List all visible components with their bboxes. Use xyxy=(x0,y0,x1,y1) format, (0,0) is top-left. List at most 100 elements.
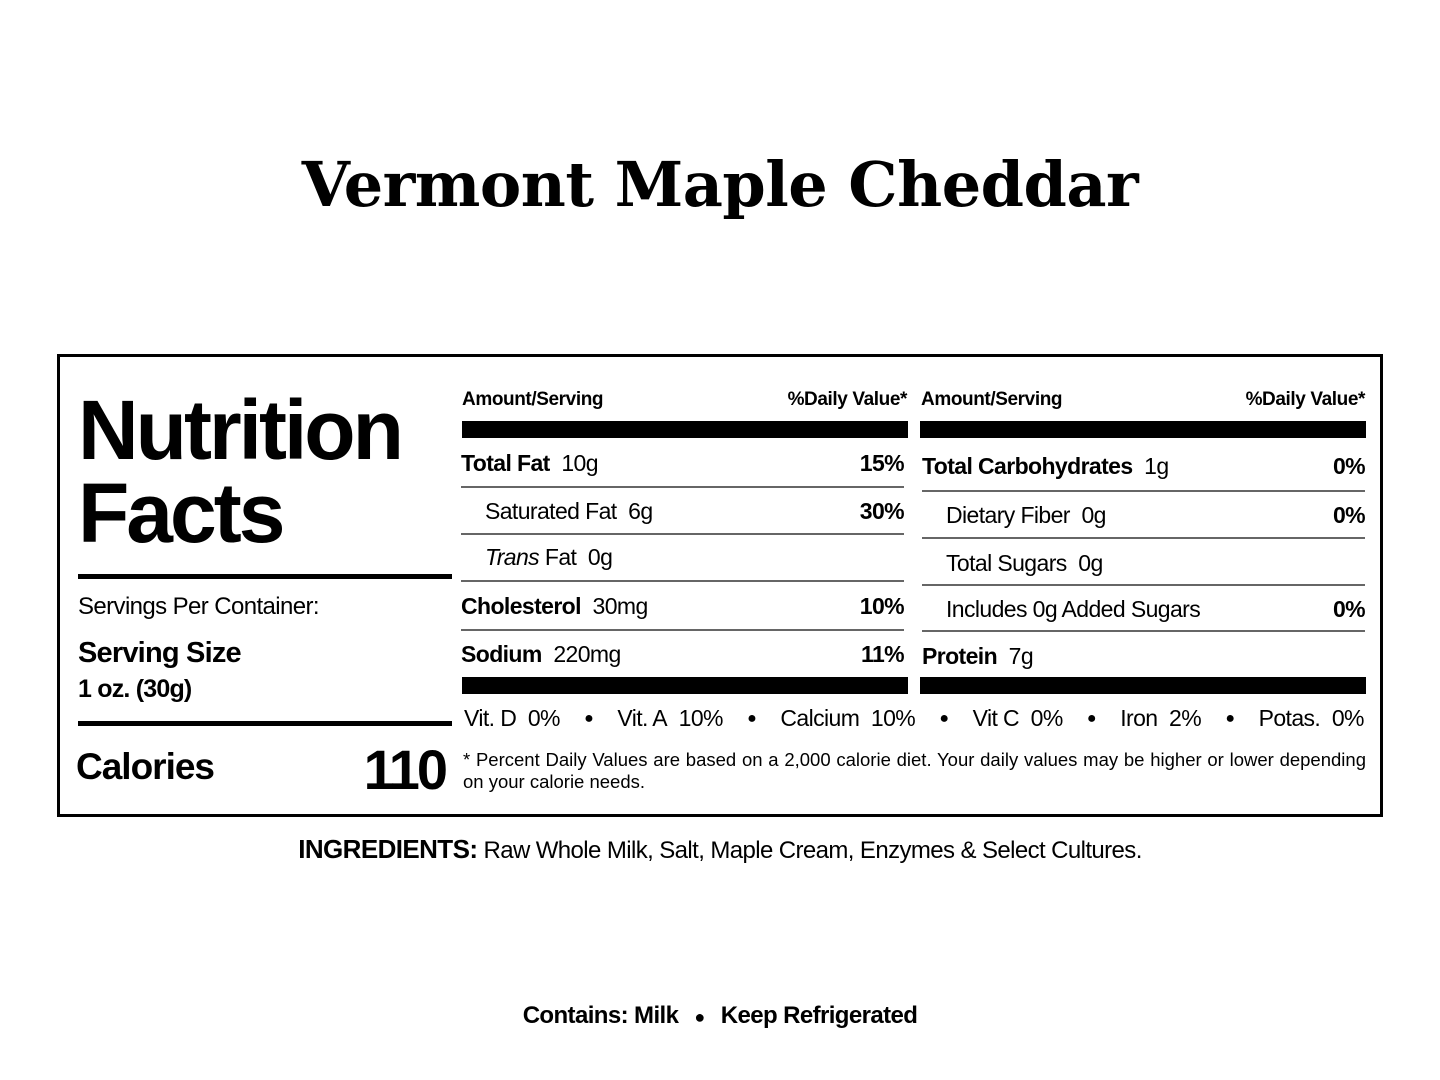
allergen: Milk xyxy=(634,1002,679,1029)
row-divider xyxy=(461,580,904,582)
nutrient-amount: 6g xyxy=(628,497,653,524)
serving-size-value: 1 oz. (30g) xyxy=(78,675,192,703)
nutrient-row: Total Fat 10g 15% xyxy=(461,448,905,478)
calories-value: 110 xyxy=(363,738,448,801)
nutrient-name-amount: Cholesterol 30mg xyxy=(461,593,648,620)
nutrient-amount: 1g xyxy=(1144,452,1169,479)
nutrient-amount: 220mg xyxy=(553,640,621,667)
footnote: * Percent Daily Values are based on a 2,… xyxy=(463,749,1366,792)
vitamin-name: Potas. xyxy=(1258,705,1321,731)
nutrient-amount: 7g xyxy=(1008,642,1034,669)
nutrient-row: Cholesterol 30mg 10% xyxy=(461,591,905,621)
row-divider xyxy=(461,533,904,535)
bullet-icon: ● xyxy=(694,1007,705,1027)
nutrient-row: Saturated Fat 6g 30% xyxy=(461,496,905,526)
nutrient-name-amount: Total Carbohydrates 1g xyxy=(922,453,1169,480)
vitamin-name: Vit C xyxy=(972,705,1020,731)
nutrient-name: Fat xyxy=(544,543,577,570)
nutrient-name-amount: Dietary Fiber 0g xyxy=(922,502,1106,529)
vitamin-item: Calcium 10% xyxy=(780,705,915,732)
nutrient-name: Sodium xyxy=(461,640,542,667)
vitamin-name: Vit. A xyxy=(617,705,668,731)
vitamin-value: 0% xyxy=(1331,705,1365,731)
nutrient-name-amount: Total Sugars 0g xyxy=(922,550,1103,577)
vitamin-name: Iron xyxy=(1120,705,1158,731)
vitamin-item: Vit. A 10% xyxy=(617,705,723,732)
ingredients-label: INGREDIENTS: xyxy=(298,834,478,864)
nutrient-name-amount: Sodium 220mg xyxy=(461,641,621,668)
thick-bar xyxy=(920,421,1366,438)
row-divider xyxy=(461,629,904,631)
vitamin-value: 10% xyxy=(678,705,724,731)
nutrient-name-amount: Total Fat 10g xyxy=(461,450,598,477)
nutrient-row: Trans Fat 0g xyxy=(461,542,904,572)
facts-heading: Facts xyxy=(78,466,285,560)
contains-label: Contains: xyxy=(522,1002,629,1029)
right-table-header: Amount/Serving %Daily Value* xyxy=(921,389,1365,411)
nutrient-dv: 0% xyxy=(1332,595,1366,622)
vitamin-name: Vit. D xyxy=(464,705,517,731)
nutrient-dv: 30% xyxy=(859,497,905,524)
vitamin-value: 10% xyxy=(870,705,916,731)
nutrient-dv: 15% xyxy=(859,449,905,476)
nutrient-dv: 0% xyxy=(1332,501,1366,528)
nutrient-amount: 0g xyxy=(1081,501,1106,528)
serving-size-label: Serving Size xyxy=(78,637,242,669)
row-divider xyxy=(922,490,1365,492)
ingredients-text: Raw Whole Milk, Salt, Maple Cream, Enzym… xyxy=(483,837,1142,864)
nutrient-name-amount: Protein 7g xyxy=(922,642,1034,670)
ingredients: INGREDIENTS: Raw Whole Milk, Salt, Maple… xyxy=(0,834,1440,865)
divider xyxy=(78,721,452,726)
nutrient-name: Total Sugars xyxy=(946,549,1067,576)
row-divider xyxy=(922,537,1365,539)
row-divider xyxy=(461,486,904,488)
vitamin-value: 0% xyxy=(1030,705,1064,731)
nutrient-name: Total Carbohydrates xyxy=(922,452,1133,479)
nutrient-dv: 11% xyxy=(861,640,905,667)
divider xyxy=(78,574,452,579)
nutrient-name: Protein xyxy=(922,642,998,669)
nutrient-row: Dietary Fiber 0g 0% xyxy=(922,500,1366,530)
nutrient-name-amount: Trans Fat 0g xyxy=(461,543,613,571)
thick-bar xyxy=(462,421,908,438)
nutrition-facts-label xyxy=(57,354,1383,817)
vitamin-value: 2% xyxy=(1169,705,1202,731)
bullet-icon: ● xyxy=(1225,709,1235,727)
nutrient-name-italic: Trans xyxy=(485,543,540,570)
nutrient-amount: 10g xyxy=(561,449,598,476)
nutrient-amount: 30mg xyxy=(592,592,649,619)
vitamin-item: Vit. D 0% xyxy=(464,705,560,732)
dv-header: %Daily Value* xyxy=(1245,389,1366,410)
nutrient-dv: 0% xyxy=(1332,452,1366,479)
storage-note: Keep Refrigerated xyxy=(720,1002,918,1029)
nutrient-name: Total Fat xyxy=(461,449,550,476)
nutrient-row: Total Sugars 0g xyxy=(922,548,1365,578)
nutrient-row: Sodium 220mg 11% xyxy=(461,639,905,669)
vitamins-line: Vit. D 0% ● Vit. A 10% ● Calcium 10% ● Vit C 0… xyxy=(464,705,1364,732)
bullet-icon: ● xyxy=(747,709,757,727)
bullet-icon: ● xyxy=(1086,709,1097,727)
nutrient-amount: 0g xyxy=(1078,549,1103,576)
vitamin-item: Vit C 0% xyxy=(972,705,1064,732)
nutrition-heading: Nutrition xyxy=(78,383,404,477)
nutrient-name: Dietary Fiber xyxy=(946,501,1070,528)
nutrient-row: Includes 0g Added Sugars 0% xyxy=(922,594,1366,624)
nutrient-row: Total Carbohydrates 1g 0% xyxy=(922,451,1366,481)
thick-bar xyxy=(920,677,1366,694)
dv-header: %Daily Value* xyxy=(787,389,908,410)
product-title: Vermont Maple Cheddar xyxy=(301,148,1139,221)
amount-header: Amount/Serving xyxy=(921,389,1063,410)
vitamin-name: Calcium xyxy=(780,705,860,731)
contains-line: Contains: Milk ● Keep Refrigerated xyxy=(0,1002,1440,1030)
servings-per-container: Servings Per Container: xyxy=(78,593,320,620)
row-divider xyxy=(922,584,1365,586)
nutrient-dv: 10% xyxy=(859,592,905,619)
nutrient-name-amount: Saturated Fat 6g xyxy=(461,498,653,525)
vitamin-item: Potas. 0% xyxy=(1258,705,1365,732)
bullet-icon: ● xyxy=(939,709,949,727)
nutrient-name: Includes 0g Added Sugars xyxy=(946,595,1201,622)
vitamin-item: Iron 2% xyxy=(1120,705,1201,732)
nutrient-row: Protein 7g xyxy=(922,641,1365,671)
nutrient-name-amount: Includes 0g Added Sugars xyxy=(922,596,1212,623)
left-table-header: Amount/Serving %Daily Value* xyxy=(462,389,907,411)
